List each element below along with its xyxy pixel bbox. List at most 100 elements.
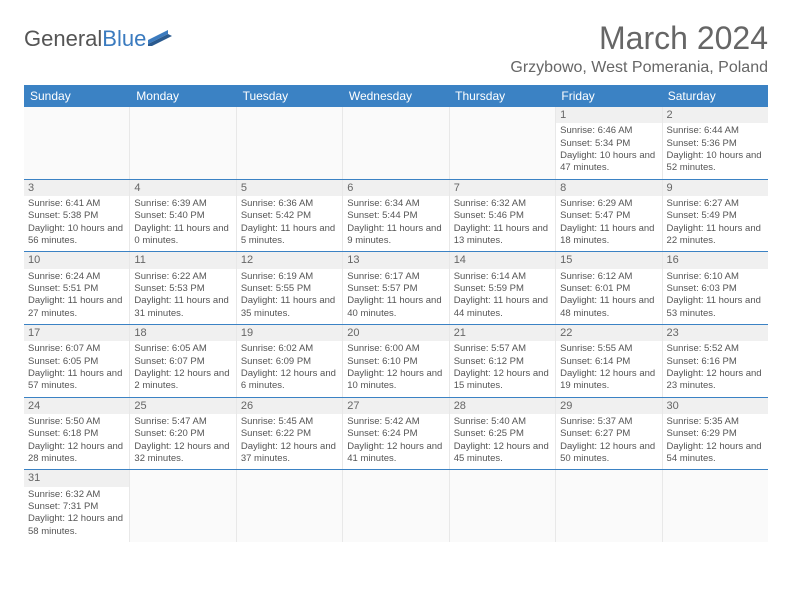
calendar-cell: 28 Sunrise: 5:40 AMSunset: 6:25 PMDayligh…: [450, 398, 556, 470]
calendar-cell: [450, 107, 556, 179]
daylight-text: Daylight: 12 hours and 45 minutes.: [454, 441, 551, 466]
calendar-cell: [237, 470, 343, 542]
sunset-text: Sunset: 6:03 PM: [667, 283, 764, 295]
day-number: 25: [130, 398, 235, 414]
sunset-text: Sunset: 5:36 PM: [667, 138, 764, 150]
sunrise-text: Sunrise: 5:40 AM: [454, 416, 551, 428]
sunrise-text: Sunrise: 5:42 AM: [347, 416, 444, 428]
daylight-text: Daylight: 11 hours and 27 minutes.: [28, 295, 125, 320]
week-row: 1Sunrise: 6:46 AMSunset: 5:34 PMDaylight…: [24, 107, 768, 180]
daylight-text: Daylight: 10 hours and 47 minutes.: [560, 150, 657, 175]
header: GeneralBlue March 2024 Grzybowo, West Po…: [24, 20, 768, 77]
day-number: 24: [24, 398, 129, 414]
sunrise-text: Sunrise: 6:22 AM: [134, 271, 231, 283]
sunrise-text: Sunrise: 6:27 AM: [667, 198, 764, 210]
day-number: 12: [237, 252, 342, 268]
calendar-cell: [237, 107, 343, 179]
logo-text-2: Blue: [102, 26, 146, 52]
sunset-text: Sunset: 5:55 PM: [241, 283, 338, 295]
calendar-cell: 27Sunrise: 5:42 AMSunset: 6:24 PMDayligh…: [343, 398, 449, 470]
sunset-text: Sunset: 5:59 PM: [454, 283, 551, 295]
sunset-text: Sunset: 5:40 PM: [134, 210, 231, 222]
calendar-cell: 2Sunrise: 6:44 AMSunset: 5:36 PMDaylight…: [663, 107, 768, 179]
daylight-text: Daylight: 12 hours and 37 minutes.: [241, 441, 338, 466]
logo-text-1: General: [24, 26, 102, 52]
sunrise-text: Sunrise: 6:24 AM: [28, 271, 125, 283]
sunrise-text: Sunrise: 6:39 AM: [134, 198, 231, 210]
daylight-text: Daylight: 12 hours and 6 minutes.: [241, 368, 338, 393]
daylight-text: Daylight: 12 hours and 41 minutes.: [347, 441, 444, 466]
sunset-text: Sunset: 6:14 PM: [560, 356, 657, 368]
sunset-text: Sunset: 7:31 PM: [28, 501, 125, 513]
calendar-cell: 23Sunrise: 5:52 AMSunset: 6:16 PMDayligh…: [663, 325, 768, 397]
daylight-text: Daylight: 11 hours and 5 minutes.: [241, 223, 338, 248]
sunset-text: Sunset: 5:47 PM: [560, 210, 657, 222]
day-header: Thursday: [449, 85, 555, 107]
sunset-text: Sunset: 5:34 PM: [560, 138, 657, 150]
calendar-cell: 20Sunrise: 6:00 AMSunset: 6:10 PMDayligh…: [343, 325, 449, 397]
sunset-text: Sunset: 6:09 PM: [241, 356, 338, 368]
calendar-cell: 1Sunrise: 6:46 AMSunset: 5:34 PMDaylight…: [556, 107, 662, 179]
calendar-cell: 12Sunrise: 6:19 AMSunset: 5:55 PMDayligh…: [237, 252, 343, 324]
day-number: 17: [24, 325, 129, 341]
day-header: Sunday: [24, 85, 130, 107]
day-number: 6: [343, 180, 448, 196]
calendar-cell: 9Sunrise: 6:27 AMSunset: 5:49 PMDaylight…: [663, 180, 768, 252]
page-title: March 2024: [510, 20, 768, 57]
day-number: 15: [556, 252, 661, 268]
daylight-text: Daylight: 11 hours and 0 minutes.: [134, 223, 231, 248]
calendar-cell: [450, 470, 556, 542]
daylight-text: Daylight: 11 hours and 13 minutes.: [454, 223, 551, 248]
calendar-cell: 16Sunrise: 6:10 AMSunset: 6:03 PMDayligh…: [663, 252, 768, 324]
sunrise-text: Sunrise: 6:07 AM: [28, 343, 125, 355]
daylight-text: Daylight: 11 hours and 31 minutes.: [134, 295, 231, 320]
calendar-cell: 19Sunrise: 6:02 AMSunset: 6:09 PMDayligh…: [237, 325, 343, 397]
daylight-text: Daylight: 12 hours and 15 minutes.: [454, 368, 551, 393]
sunset-text: Sunset: 5:44 PM: [347, 210, 444, 222]
sunrise-text: Sunrise: 6:29 AM: [560, 198, 657, 210]
sunset-text: Sunset: 6:24 PM: [347, 428, 444, 440]
calendar-cell: 6Sunrise: 6:34 AMSunset: 5:44 PMDaylight…: [343, 180, 449, 252]
day-header: Saturday: [662, 85, 768, 107]
calendar-cell: 26Sunrise: 5:45 AMSunset: 6:22 PMDayligh…: [237, 398, 343, 470]
day-number: 18: [130, 325, 235, 341]
sunrise-text: Sunrise: 5:47 AM: [134, 416, 231, 428]
week-row: 24Sunrise: 5:50 AMSunset: 6:18 PMDayligh…: [24, 398, 768, 471]
day-number: 29: [556, 398, 661, 414]
calendar-cell: [663, 470, 768, 542]
sunrise-text: Sunrise: 6:41 AM: [28, 198, 125, 210]
sunset-text: Sunset: 6:07 PM: [134, 356, 231, 368]
day-header: Friday: [555, 85, 661, 107]
daylight-text: Daylight: 11 hours and 53 minutes.: [667, 295, 764, 320]
calendar-cell: 11Sunrise: 6:22 AMSunset: 5:53 PMDayligh…: [130, 252, 236, 324]
calendar-cell: 4Sunrise: 6:39 AMSunset: 5:40 PMDaylight…: [130, 180, 236, 252]
calendar-cell: [343, 470, 449, 542]
day-header-row: Sunday Monday Tuesday Wednesday Thursday…: [24, 85, 768, 107]
daylight-text: Daylight: 11 hours and 48 minutes.: [560, 295, 657, 320]
sunrise-text: Sunrise: 6:02 AM: [241, 343, 338, 355]
daylight-text: Daylight: 10 hours and 56 minutes.: [28, 223, 125, 248]
sunset-text: Sunset: 6:25 PM: [454, 428, 551, 440]
calendar-cell: [343, 107, 449, 179]
day-number: 28: [450, 398, 555, 414]
calendar-cell: 17Sunrise: 6:07 AMSunset: 6:05 PMDayligh…: [24, 325, 130, 397]
calendar-cell: 5Sunrise: 6:36 AMSunset: 5:42 PMDaylight…: [237, 180, 343, 252]
calendar-cell: [24, 107, 130, 179]
sunset-text: Sunset: 6:16 PM: [667, 356, 764, 368]
sunset-text: Sunset: 5:57 PM: [347, 283, 444, 295]
daylight-text: Daylight: 12 hours and 19 minutes.: [560, 368, 657, 393]
calendar-cell: 15Sunrise: 6:12 AMSunset: 6:01 PMDayligh…: [556, 252, 662, 324]
sunset-text: Sunset: 5:49 PM: [667, 210, 764, 222]
day-number: 22: [556, 325, 661, 341]
week-row: 31Sunrise: 6:32 AMSunset: 7:31 PMDayligh…: [24, 470, 768, 542]
sunrise-text: Sunrise: 6:05 AM: [134, 343, 231, 355]
day-number: 7: [450, 180, 555, 196]
calendar-cell: 29Sunrise: 5:37 AMSunset: 6:27 PMDayligh…: [556, 398, 662, 470]
day-number: 5: [237, 180, 342, 196]
sunset-text: Sunset: 5:38 PM: [28, 210, 125, 222]
calendar-cell: [556, 470, 662, 542]
calendar-cell: 18Sunrise: 6:05 AMSunset: 6:07 PMDayligh…: [130, 325, 236, 397]
sunrise-text: Sunrise: 6:12 AM: [560, 271, 657, 283]
day-number: 23: [663, 325, 768, 341]
daylight-text: Daylight: 11 hours and 40 minutes.: [347, 295, 444, 320]
